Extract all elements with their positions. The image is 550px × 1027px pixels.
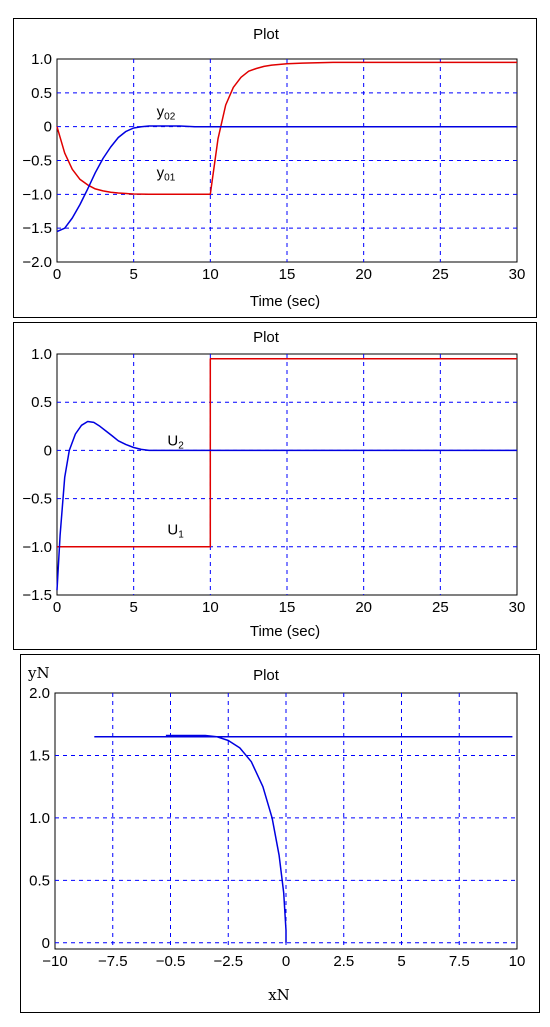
x-tick-label: 0	[53, 599, 61, 616]
y-tick-label: −1.5	[22, 587, 52, 604]
annotation-main: U	[167, 433, 178, 450]
y-tick-label: −1.5	[22, 220, 52, 237]
x-tick-label: 7.5	[449, 953, 470, 970]
y-tick-label: −1.0	[22, 186, 52, 203]
panel-frame	[20, 654, 540, 1013]
y-tick-label: 0	[44, 119, 52, 136]
x-tick-label: 5	[397, 953, 405, 970]
x-tick-label: 10	[202, 266, 219, 283]
chart-title: Plot	[253, 26, 280, 43]
axes-box	[56, 58, 518, 263]
y-tick-label: −0.5	[22, 153, 52, 170]
x-tick-label: 15	[279, 266, 296, 283]
x-tick-label: 2.5	[333, 953, 354, 970]
x-tick-label: −10	[42, 953, 67, 970]
x-tick-label: 10	[202, 599, 219, 616]
annotation-subscript: 02	[164, 112, 176, 123]
y-tick-label: 0.5	[31, 85, 52, 102]
y-tick-label: −1.0	[22, 539, 52, 556]
y-tick-label: 0	[44, 442, 52, 459]
y-tick-label: 1.0	[29, 810, 50, 827]
x-tick-label: −0.5	[156, 953, 186, 970]
y-axis-label: yN	[27, 664, 50, 682]
annotation-main: U	[167, 521, 178, 538]
x-tick-label: −2.5	[213, 953, 243, 970]
chart-3: Plot xN yN −10 −7.5 −0.5 −2.5 0 2.5 5 7.5 10 2.0 1…	[20, 654, 540, 1013]
series-annotation: U2	[167, 433, 184, 452]
x-tick-label: 20	[355, 599, 372, 616]
y-tick-label: 0	[42, 935, 50, 952]
x-tick-label: 20	[355, 266, 372, 283]
series-line-1	[56, 61, 517, 196]
x-axis-label: xN	[268, 986, 290, 1004]
y-tick-label: −0.5	[22, 491, 52, 508]
plot-panel-2: Plot Time (sec) 0 5 10 15 20 25 30 1.0 0.5 0 −0.5 −…	[0, 322, 550, 652]
series-line-2	[56, 420, 517, 591]
annotation-subscript: 01	[164, 172, 176, 183]
series-line-2	[56, 125, 517, 233]
series-annotation: y01	[157, 164, 176, 183]
chart-2: Plot Time (sec) 0 5 10 15 20 25 30 1.0 0.5 0 −0.5 −…	[13, 322, 537, 650]
y-tick-label: 0.5	[31, 394, 52, 411]
panel-frame	[13, 18, 537, 318]
y-tick-label: 1.0	[31, 51, 52, 68]
x-tick-label: 15	[279, 599, 296, 616]
annotation-subscript: 1	[178, 529, 184, 540]
y-tick-label: 1.0	[31, 346, 52, 363]
x-tick-label: 10	[509, 953, 526, 970]
panel-frame	[13, 322, 537, 650]
series-line-2	[165, 734, 287, 943]
y-tick-label: 2.0	[29, 685, 50, 702]
series-line-1	[57, 358, 517, 548]
y-tick-label: −2.0	[22, 254, 52, 271]
x-tick-label: 5	[129, 599, 137, 616]
x-axis-label: Time (sec)	[250, 623, 320, 640]
x-tick-label: 25	[432, 599, 449, 616]
annotation-subscript: 2	[178, 441, 184, 452]
x-axis-label: Time (sec)	[250, 293, 320, 310]
x-tick-label: 25	[432, 266, 449, 283]
series-annotation: y02	[157, 104, 176, 123]
series-annotation: U1	[167, 521, 184, 540]
plot-area: −10 −7.5 −0.5 −2.5 0 2.5 5 7.5 10 2.0 1.5 1.0 0.5 0	[29, 685, 525, 970]
x-tick-label: −7.5	[98, 953, 128, 970]
chart-title: Plot	[253, 329, 280, 346]
y-tick-label: 1.5	[29, 747, 50, 764]
x-tick-label: 0	[282, 953, 290, 970]
x-tick-label: 30	[509, 266, 526, 283]
chart-title: Plot	[253, 667, 280, 684]
x-tick-label: 0	[53, 266, 61, 283]
x-tick-label: 5	[129, 266, 137, 283]
plot-panel-1: Plot Time (sec) 0 5 10 15 20 25 30 1.0 0.5 0 −0.5 −…	[0, 0, 550, 320]
plot-panel-3: Plot xN yN −10 −7.5 −0.5 −2.5 0 2.5 5 7.5 10 2.0 1…	[0, 654, 550, 1027]
plot-area: 0 5 10 15 20 25 301.00.50−0.5−1.0−1.5−2.0y02y0…	[22, 51, 525, 283]
y-tick-label: 0.5	[29, 872, 50, 889]
x-tick-label: 30	[509, 599, 526, 616]
chart-1: Plot Time (sec) 0 5 10 15 20 25 30 1.0 0.5 0 −0.5 −…	[13, 18, 537, 318]
annotation-main: y	[157, 104, 165, 121]
annotation-main: y	[157, 164, 165, 181]
